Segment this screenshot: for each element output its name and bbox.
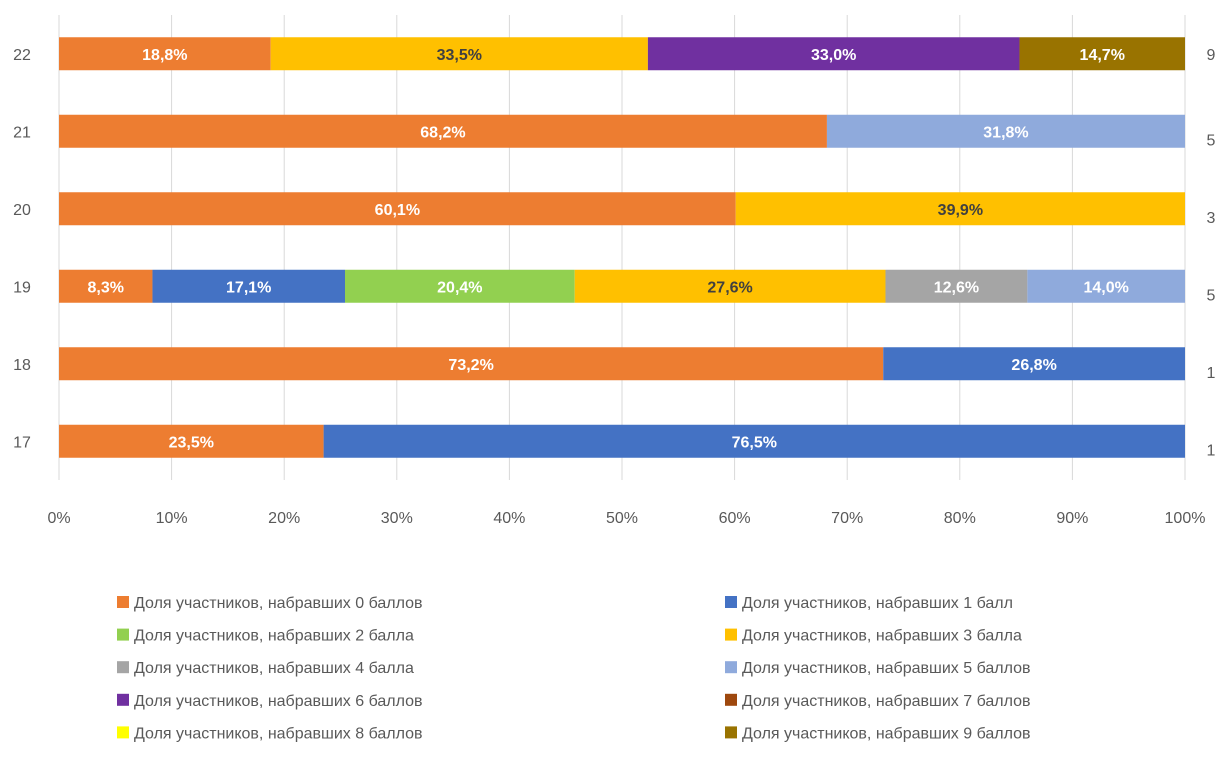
x-tick-label: 70% <box>831 510 863 527</box>
category-axis-labels: 17 18 19 20 21 22 <box>13 47 31 452</box>
bars <box>59 37 1185 458</box>
data-label: 39,9% <box>938 202 983 219</box>
data-label: 33,5% <box>437 47 482 64</box>
x-tick-label: 90% <box>1056 510 1088 527</box>
data-label: 76,5% <box>732 434 777 451</box>
secondary-axis-label: 3 <box>1207 210 1216 227</box>
bar-segment <box>883 347 1185 381</box>
data-label: 14,7% <box>1080 47 1125 64</box>
bar-segment <box>59 37 271 71</box>
bar-segment <box>1027 269 1185 303</box>
x-tick-label: 80% <box>944 510 976 527</box>
data-label: 18,8% <box>142 47 187 64</box>
data-label: 12,6% <box>934 279 979 296</box>
data-label: 68,2% <box>420 124 465 141</box>
category-label: 22 <box>13 47 31 64</box>
data-label: 17,1% <box>226 279 271 296</box>
bar-segment <box>574 269 886 303</box>
x-tick-label: 10% <box>156 510 188 527</box>
data-label: 60,1% <box>375 202 420 219</box>
legend-swatch <box>117 661 129 674</box>
bar-segment <box>345 269 575 303</box>
legend-label: Доля участников, набравших 5 баллов <box>742 660 1031 677</box>
bar-segment <box>152 269 346 303</box>
x-tick-label: 60% <box>719 510 751 527</box>
x-tick-label: 30% <box>381 510 413 527</box>
x-tick-label: 0% <box>47 510 70 527</box>
legend-swatch <box>117 596 129 608</box>
legend-label: Доля участников, набравших 2 балла <box>134 628 414 645</box>
x-tick-label: 40% <box>493 510 525 527</box>
legend: Доля участников, набравших 0 баллов Доля … <box>117 595 1031 742</box>
data-label: 14,0% <box>1083 279 1128 296</box>
gridlines <box>58 15 1186 480</box>
data-labels: 23,5% 76,5% 73,2% 26,8% 8,3% 17,1% 20,4% 27,6% 1… <box>87 47 1128 452</box>
data-label: 73,2% <box>448 357 493 374</box>
bar-segment <box>59 424 324 458</box>
bar-segment <box>885 269 1028 303</box>
x-tick-label: 50% <box>606 510 638 527</box>
x-axis-tick-labels: 0% 10% 20% 30% 40% 50% 60% 70% 80% 90% 100% <box>47 510 1205 527</box>
category-label: 21 <box>13 124 31 141</box>
x-tick-label: 100% <box>1165 510 1206 527</box>
data-label: 31,8% <box>983 124 1028 141</box>
data-label: 8,3% <box>87 279 123 296</box>
secondary-axis-label: 9 <box>1207 47 1216 64</box>
legend-swatch <box>117 693 129 706</box>
category-label: 20 <box>13 202 31 219</box>
bar-segment <box>270 37 648 71</box>
secondary-axis-label: 5 <box>1207 132 1216 149</box>
data-label: 23,5% <box>169 434 214 451</box>
legend-label: Доля участников, набравших 3 балла <box>742 628 1022 645</box>
category-label: 17 <box>13 434 31 451</box>
legend-swatch <box>117 726 129 739</box>
bar-segment <box>735 192 1185 226</box>
secondary-axis-labels: 1 1 5 3 5 9 <box>1207 47 1216 460</box>
legend-label: Доля участников, набравших 7 баллов <box>742 693 1031 710</box>
legend-swatch <box>725 726 737 739</box>
bar-segment <box>826 114 1185 148</box>
data-label: 26,8% <box>1011 357 1056 374</box>
legend-label: Доля участников, набравших 4 балла <box>134 660 414 677</box>
data-label: 33,0% <box>811 47 856 64</box>
legend-label: Доля участников, набравших 6 баллов <box>134 693 423 710</box>
legend-swatch <box>725 628 737 641</box>
legend-swatch <box>725 661 737 674</box>
bar-segment <box>59 269 153 303</box>
legend-swatch <box>725 596 737 608</box>
bar-segment <box>59 347 884 381</box>
data-label: 27,6% <box>707 279 752 296</box>
legend-label: Доля участников, набравших 8 баллов <box>134 725 423 742</box>
bar-segment <box>323 424 1185 458</box>
bar-segment <box>647 37 1020 71</box>
legend-label: Доля участников, набравших 0 баллов <box>134 595 423 612</box>
x-tick-label: 20% <box>268 510 300 527</box>
bar-segment <box>59 192 736 226</box>
data-label: 20,4% <box>437 279 482 296</box>
legend-swatch <box>725 693 737 706</box>
legend-label: Доля участников, набравших 9 баллов <box>742 725 1031 742</box>
bar-segment <box>1019 37 1185 71</box>
category-label: 19 <box>13 279 31 296</box>
secondary-axis-label: 5 <box>1207 287 1216 304</box>
secondary-axis-label: 1 <box>1207 442 1216 459</box>
category-label: 18 <box>13 357 31 374</box>
secondary-axis-label: 1 <box>1207 365 1216 382</box>
bar-segment <box>59 114 827 148</box>
legend-swatch <box>117 628 129 641</box>
legend-label: Доля участников, набравших 1 балл <box>742 595 1013 612</box>
